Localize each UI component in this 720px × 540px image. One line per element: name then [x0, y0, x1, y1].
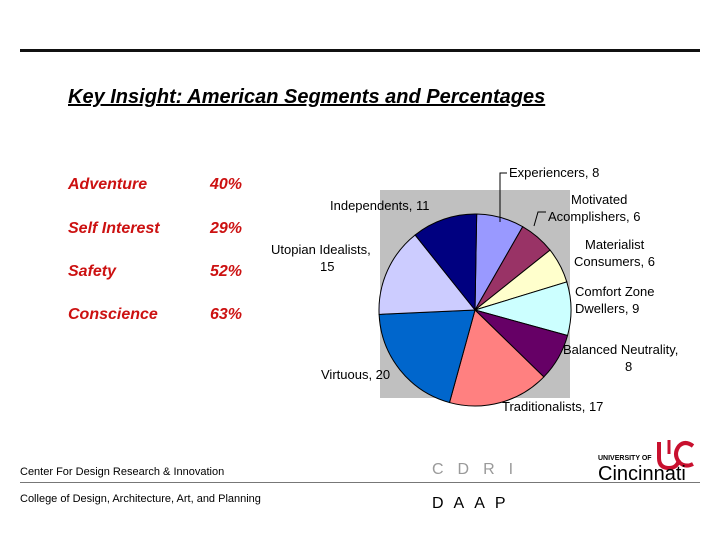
segment-percent: 40%: [210, 176, 243, 193]
footer-rule: [20, 482, 700, 483]
pie-label-virtuous: Virtuous, 20: [321, 367, 390, 382]
cdri-logo: CDRI: [432, 461, 528, 478]
college-name: College of Design, Architecture, Art, an…: [20, 493, 261, 505]
pie-label-independents: Independents, 11: [330, 198, 430, 213]
slide-title: Key Insight: American Segments and Perce…: [68, 86, 546, 108]
pie-slice-independents: [414, 213, 478, 312]
segment-percent: 52%: [210, 263, 243, 280]
pie-label-traditionalists: Traditionalists, 17: [502, 399, 603, 414]
pie-slice-traditionalists: [448, 309, 545, 407]
segment-percent: 29%: [210, 220, 243, 237]
pie-label-experiencers: Experiencers, 8: [509, 165, 599, 180]
segment-name: Conscience: [68, 306, 158, 323]
daap-logo: DAAP: [432, 495, 516, 512]
pie-slice-virtuous: [378, 309, 476, 404]
segment-percent: 63%: [210, 306, 243, 323]
pie-label-utopian-idealists: Utopian Idealists, 15: [271, 242, 371, 274]
university-name: Cincinnati: [598, 463, 686, 485]
university-of-label: UNIVERSITY OF: [598, 455, 652, 462]
pie-slice-utopian-idealists: [378, 234, 477, 315]
center-name: Center For Design Research & Innovation: [20, 466, 225, 478]
leader-line-experiencers: [499, 172, 507, 222]
segment-name: Self Interest: [68, 220, 160, 237]
top-rule: [20, 49, 700, 52]
pie-label-materialist-consumers: Materialist Consumers, 6: [574, 237, 655, 269]
segment-name: Safety: [68, 263, 117, 280]
pie-label-motivated-acomplishers: Motivated Acomplishers, 6: [548, 192, 640, 224]
pie-label-balanced-neutrality: Balanced Neutrality, 8: [563, 342, 678, 374]
segment-name: Adventure: [68, 176, 148, 193]
leader-line-acomplishers: [533, 211, 546, 227]
uc-logo-mark-icon: [657, 440, 695, 471]
pie-label-comfort-zone-dwellers: Comfort Zone Dwellers, 9: [575, 284, 654, 316]
